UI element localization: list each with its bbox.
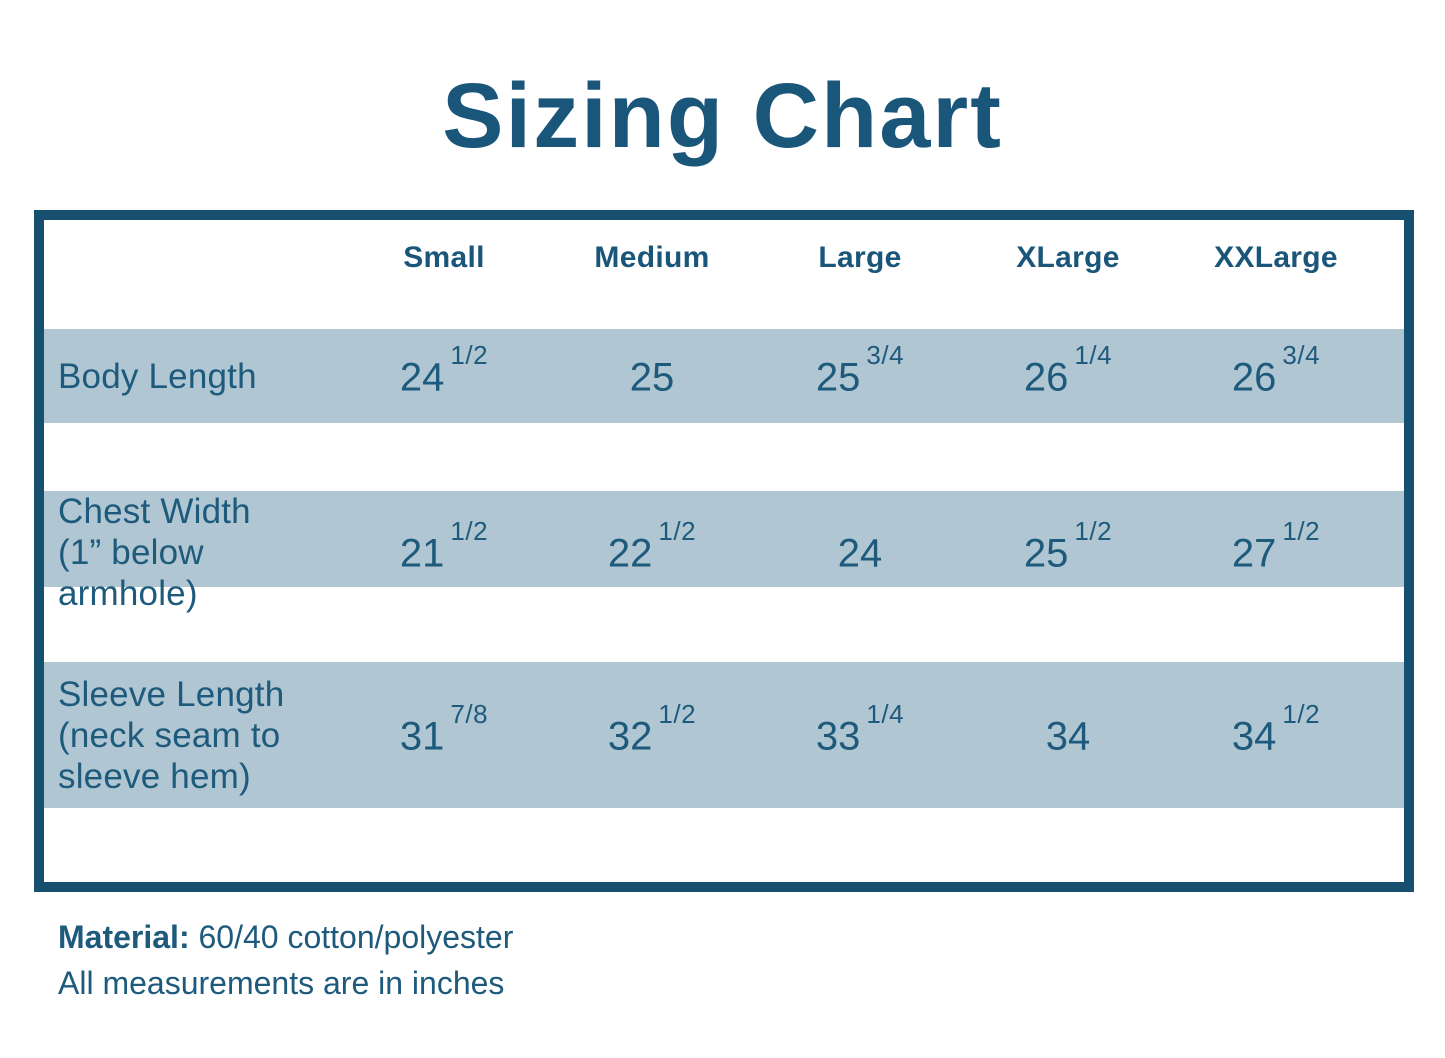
size-value: 263/4 [1172,340,1380,400]
value-whole: 24 [399,355,445,400]
size-value: 331/4 [756,699,964,759]
material-value: 60/40 cotton/polyester [189,919,514,955]
row-label-line: Sleeve Length [58,674,285,714]
value-whole: 34 [1045,714,1091,759]
table-row-sleeve-length: Sleeve Length (neck seam to sleeve hem) … [44,662,1404,808]
value-whole: 25 [815,355,861,400]
value-whole: 26 [1023,355,1069,400]
value-fraction: 1/4 [1074,339,1113,370]
value-whole: 22 [607,531,653,576]
footer-notes: Material: 60/40 cotton/polyester All mea… [58,914,513,1006]
value-whole: 27 [1231,531,1277,576]
page-title: Sizing Chart [442,65,1003,167]
table-row-chest-width: Chest Width (1” below armhole) 211/2 221… [44,491,1404,613]
col-header-large: Large [818,241,902,274]
value-fraction: 1/4 [866,698,905,729]
size-value: 24 [756,528,964,576]
sizing-table: Small Medium Large XLarge XXLarge Body L… [34,210,1414,892]
measurements-note: All measurements are in inches [58,965,505,1001]
value-fraction: 1/2 [450,516,489,547]
size-value: 241/2 [340,340,548,400]
size-value: 251/2 [964,516,1172,576]
row-label-line: (1” below armhole) [58,533,204,613]
size-value: 317/8 [340,699,548,759]
value-fraction: 3/4 [1282,339,1321,370]
value-whole: 21 [399,531,445,576]
value-fraction: 1/2 [1074,516,1113,547]
size-value: 211/2 [340,516,548,576]
row-label-line: (neck seam to [58,715,281,755]
col-header-medium: Medium [594,241,710,274]
value-whole: 25 [629,355,675,400]
size-value: 321/2 [548,699,756,759]
value-fraction: 1/2 [1282,698,1321,729]
material-label: Material: [58,919,190,955]
value-fraction: 1/2 [450,339,489,370]
size-value: 253/4 [756,340,964,400]
row-label-sleeve-length: Sleeve Length (neck seam to sleeve hem) [44,674,340,797]
row-label-line: Chest Width [58,492,251,531]
value-whole: 32 [607,714,653,759]
size-value: 221/2 [548,516,756,576]
size-value: 271/2 [1172,516,1380,576]
value-fraction: 7/8 [450,698,489,729]
size-value: 25 [548,352,756,400]
sizing-table-body: Small Medium Large XLarge XXLarge Body L… [44,220,1404,882]
table-row-body-length: Body Length 241/2 25 253/4 261/4 263/4 [44,329,1404,423]
col-header-xlarge: XLarge [1016,241,1120,274]
col-header-small: Small [403,241,485,274]
value-whole: 33 [815,714,861,759]
size-value: 341/2 [1172,699,1380,759]
row-label-line: sleeve hem) [58,756,251,796]
value-whole: 31 [399,714,445,759]
value-whole: 26 [1231,355,1277,400]
value-whole: 34 [1231,714,1277,759]
value-whole: 24 [837,531,883,576]
row-label-line: Body Length [58,356,257,396]
row-label-chest-width: Chest Width (1” below armhole) [44,491,340,614]
table-header-row: Small Medium Large XLarge XXLarge [44,220,1404,329]
size-value: 261/4 [964,340,1172,400]
col-header-xxlarge: XXLarge [1214,241,1338,274]
value-fraction: 1/2 [658,698,697,729]
row-label-body-length: Body Length [44,356,340,397]
value-fraction: 1/2 [1282,516,1321,547]
material-line: Material: 60/40 cotton/polyester [58,914,513,960]
value-fraction: 1/2 [658,516,697,547]
size-value: 34 [964,711,1172,759]
value-fraction: 3/4 [866,339,905,370]
value-whole: 25 [1023,531,1069,576]
